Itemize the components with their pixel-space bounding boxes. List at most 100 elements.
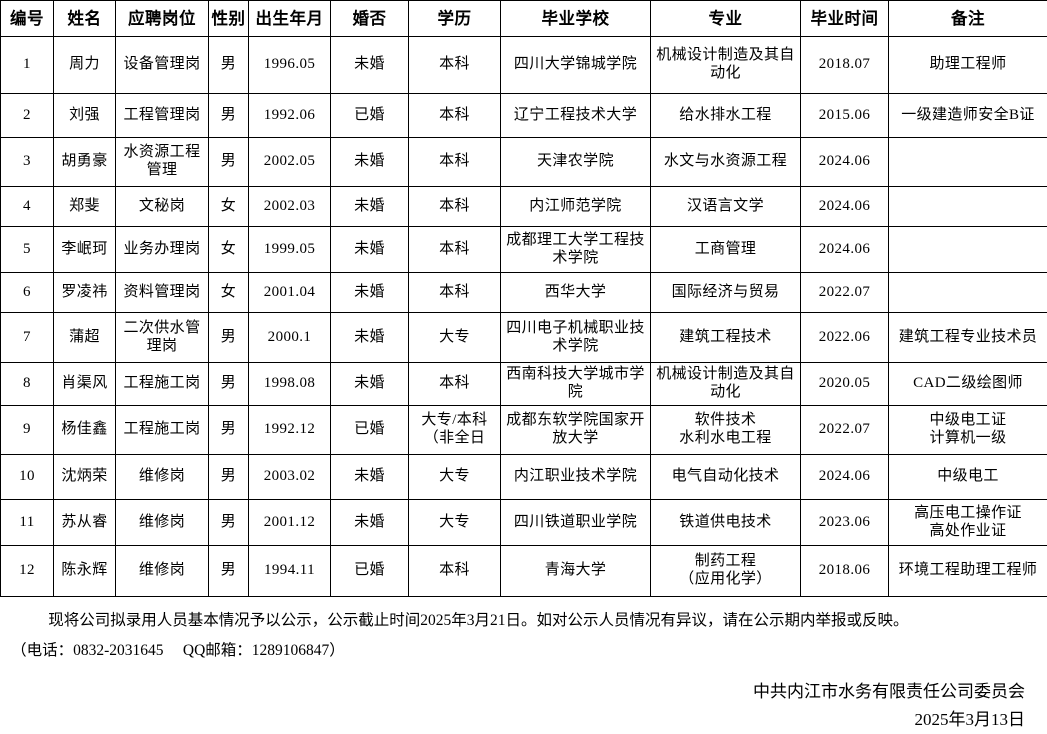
cell-major: 机械设计制造及其自动化 — [651, 37, 801, 94]
cell-education: 本科 — [409, 546, 501, 597]
cell-birthdate: 2001.12 — [249, 500, 331, 546]
cell-name: 郑斐 — [54, 187, 116, 227]
cell-remark: 环境工程助理工程师 — [889, 546, 1047, 597]
cell-number: 1 — [1, 37, 54, 94]
cell-remark: 高压电工操作证 高处作业证 — [889, 500, 1047, 546]
cell-name: 苏从睿 — [54, 500, 116, 546]
cell-major: 给水排水工程 — [651, 94, 801, 138]
cell-number: 9 — [1, 406, 54, 455]
cell-major: 国际经济与贸易 — [651, 273, 801, 313]
cell-gender: 男 — [209, 406, 249, 455]
table-row: 2 刘强 工程管理岗 男 1992.06 已婚 本科 辽宁工程技术大学 给水排水… — [1, 94, 1047, 138]
cell-gender: 男 — [209, 455, 249, 500]
column-header-remark: 备注 — [889, 1, 1047, 37]
cell-marital: 未婚 — [331, 273, 409, 313]
cell-education: 本科 — [409, 227, 501, 273]
cell-marital: 未婚 — [331, 455, 409, 500]
cell-education: 本科 — [409, 363, 501, 406]
cell-name: 刘强 — [54, 94, 116, 138]
cell-school: 天津农学院 — [501, 138, 651, 187]
candidate-roster-table: 编号 姓名 应聘岗位 性别 出生年月 婚否 学历 毕业学校 专业 毕业时间 备注… — [0, 0, 1047, 597]
issuing-organization: 中共内江市水务有限责任公司委员会 — [0, 678, 1025, 706]
cell-number: 8 — [1, 363, 54, 406]
cell-school: 青海大学 — [501, 546, 651, 597]
cell-school: 成都理工大学工程技术学院 — [501, 227, 651, 273]
cell-school: 西华大学 — [501, 273, 651, 313]
cell-birthdate: 1994.11 — [249, 546, 331, 597]
cell-gradtime: 2022.07 — [801, 406, 889, 455]
cell-number: 4 — [1, 187, 54, 227]
cell-gender: 男 — [209, 138, 249, 187]
cell-number: 11 — [1, 500, 54, 546]
cell-post: 二次供水管理岗 — [116, 313, 209, 363]
cell-gradtime: 2015.06 — [801, 94, 889, 138]
column-header-post: 应聘岗位 — [116, 1, 209, 37]
table-row: 7 蒲超 二次供水管理岗 男 2000.1 未婚 大专 四川电子机械职业技术学院… — [1, 313, 1047, 363]
cell-gender: 女 — [209, 273, 249, 313]
issue-date: 2025年3月13日 — [0, 706, 1025, 734]
table-body: 1 周力 设备管理岗 男 1996.05 未婚 本科 四川大学锦城学院 机械设计… — [1, 37, 1047, 597]
table-row: 11 苏从睿 维修岗 男 2001.12 未婚 大专 四川铁道职业学院 铁道供电… — [1, 500, 1047, 546]
cell-education: 大专/本科 （非全日 — [409, 406, 501, 455]
cell-education: 本科 — [409, 94, 501, 138]
cell-name: 周力 — [54, 37, 116, 94]
cell-gender: 男 — [209, 313, 249, 363]
cell-remark: 中级电工 — [889, 455, 1047, 500]
cell-marital: 未婚 — [331, 363, 409, 406]
cell-post: 工程管理岗 — [116, 94, 209, 138]
column-header-education: 学历 — [409, 1, 501, 37]
cell-gender: 女 — [209, 227, 249, 273]
cell-birthdate: 2002.05 — [249, 138, 331, 187]
cell-post: 维修岗 — [116, 546, 209, 597]
cell-education: 大专 — [409, 455, 501, 500]
column-header-gradtime: 毕业时间 — [801, 1, 889, 37]
cell-birthdate: 2002.03 — [249, 187, 331, 227]
cell-post: 文秘岗 — [116, 187, 209, 227]
cell-education: 本科 — [409, 273, 501, 313]
cell-school: 辽宁工程技术大学 — [501, 94, 651, 138]
cell-name: 陈永辉 — [54, 546, 116, 597]
cell-gradtime: 2024.06 — [801, 455, 889, 500]
cell-gradtime: 2024.06 — [801, 187, 889, 227]
cell-birthdate: 2000.1 — [249, 313, 331, 363]
cell-major: 汉语言文学 — [651, 187, 801, 227]
cell-gradtime: 2022.06 — [801, 313, 889, 363]
cell-birthdate: 2003.02 — [249, 455, 331, 500]
cell-number: 7 — [1, 313, 54, 363]
cell-remark: 建筑工程专业技术员 — [889, 313, 1047, 363]
cell-gender: 男 — [209, 363, 249, 406]
column-header-major: 专业 — [651, 1, 801, 37]
column-header-birthdate: 出生年月 — [249, 1, 331, 37]
cell-gender: 女 — [209, 187, 249, 227]
cell-education: 本科 — [409, 138, 501, 187]
cell-major: 制药工程 （应用化学） — [651, 546, 801, 597]
cell-marital: 未婚 — [331, 138, 409, 187]
cell-school: 成都东软学院国家开放大学 — [501, 406, 651, 455]
cell-birthdate: 2001.04 — [249, 273, 331, 313]
cell-gradtime: 2020.05 — [801, 363, 889, 406]
cell-name: 杨佳鑫 — [54, 406, 116, 455]
table-row: 3 胡勇豪 水资源工程管理 男 2002.05 未婚 本科 天津农学院 水文与水… — [1, 138, 1047, 187]
cell-gradtime: 2023.06 — [801, 500, 889, 546]
cell-number: 3 — [1, 138, 54, 187]
cell-school: 四川铁道职业学院 — [501, 500, 651, 546]
cell-birthdate: 1999.05 — [249, 227, 331, 273]
cell-remark: 助理工程师 — [889, 37, 1047, 94]
table-row: 5 李岷珂 业务办理岗 女 1999.05 未婚 本科 成都理工大学工程技术学院… — [1, 227, 1047, 273]
cell-name: 肖渠风 — [54, 363, 116, 406]
cell-gradtime: 2024.06 — [801, 227, 889, 273]
publicity-notice-page: 编号 姓名 应聘岗位 性别 出生年月 婚否 学历 毕业学校 专业 毕业时间 备注… — [0, 0, 1047, 688]
cell-post: 工程施工岗 — [116, 363, 209, 406]
cell-number: 5 — [1, 227, 54, 273]
cell-marital: 已婚 — [331, 546, 409, 597]
cell-number: 10 — [1, 455, 54, 500]
table-row: 10 沈炳荣 维修岗 男 2003.02 未婚 大专 内江职业技术学院 电气自动… — [1, 455, 1047, 500]
cell-major: 电气自动化技术 — [651, 455, 801, 500]
cell-marital: 未婚 — [331, 500, 409, 546]
cell-gradtime: 2022.07 — [801, 273, 889, 313]
cell-major: 机械设计制造及其自动化 — [651, 363, 801, 406]
cell-marital: 未婚 — [331, 187, 409, 227]
cell-school: 四川大学锦城学院 — [501, 37, 651, 94]
cell-marital: 未婚 — [331, 313, 409, 363]
cell-gender: 男 — [209, 94, 249, 138]
